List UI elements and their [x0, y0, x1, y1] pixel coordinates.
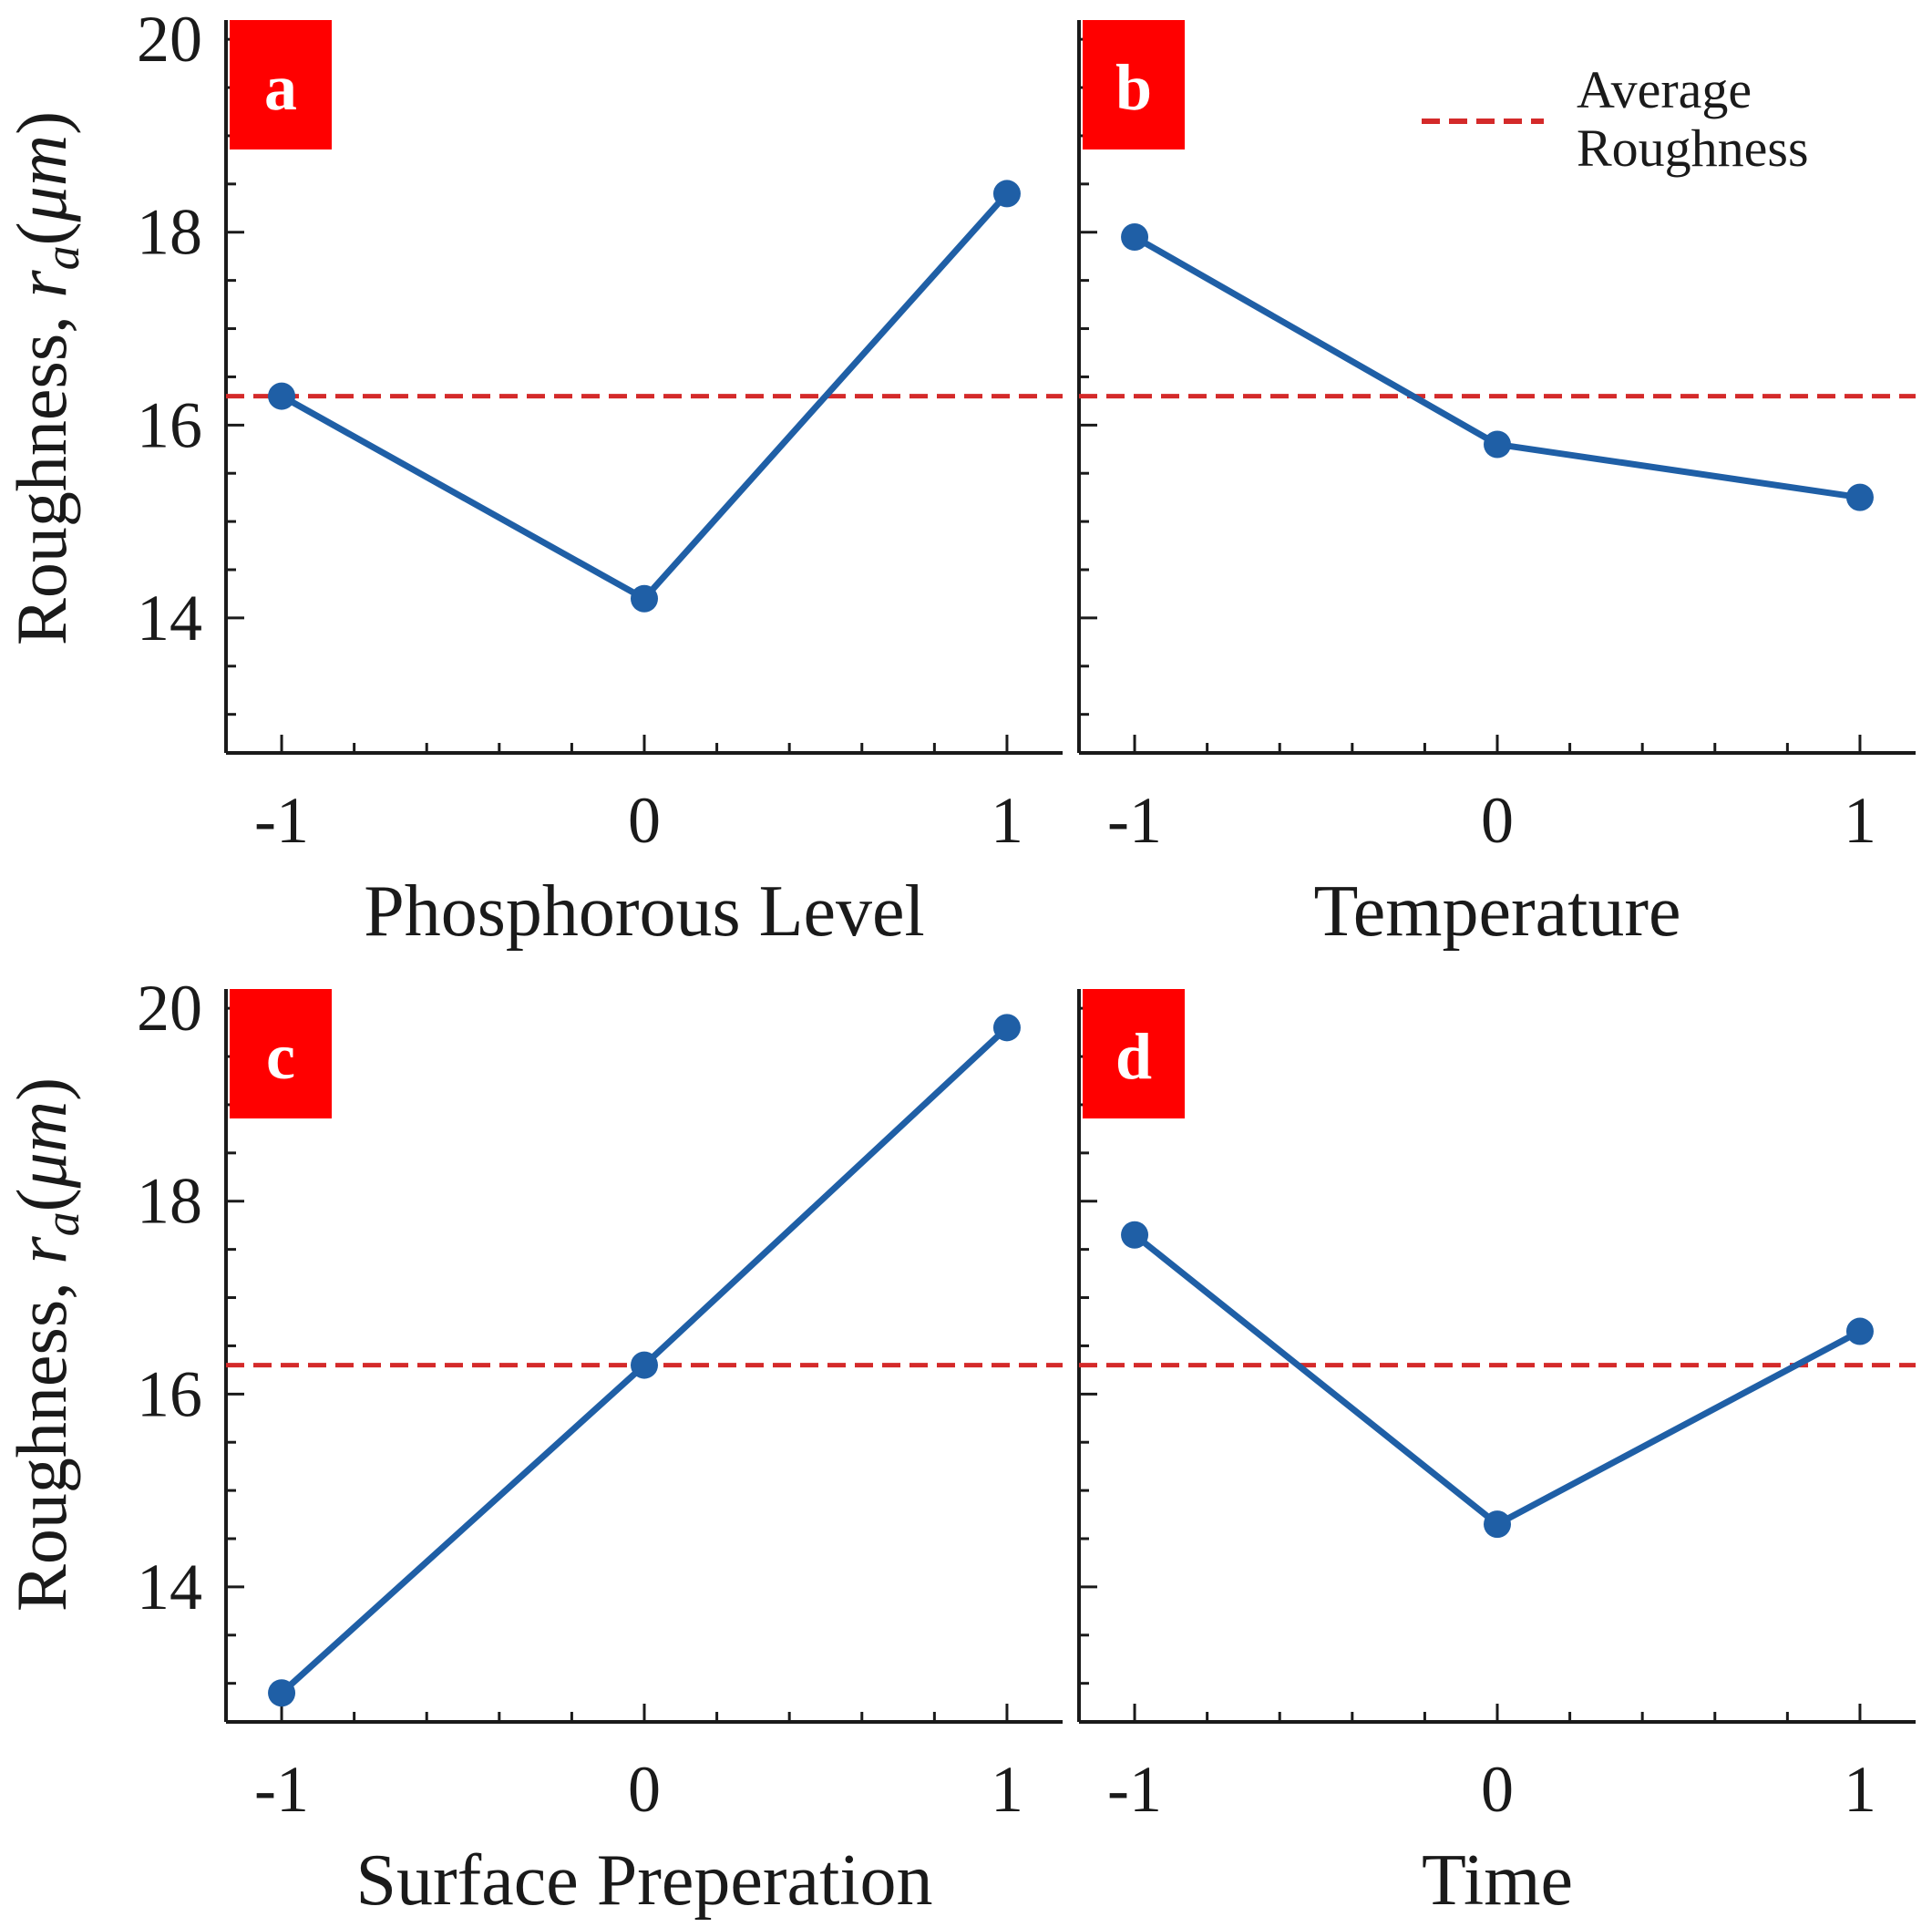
data-point	[1845, 1317, 1874, 1345]
panel-b: -1 0 1 Temperature b	[1077, 20, 1916, 952]
series-line	[1133, 233, 1861, 501]
y-tick-label: 16	[137, 1357, 202, 1430]
panel-d: -1 0 1 Time d	[1077, 989, 1916, 1921]
data-point	[631, 1351, 658, 1379]
y-tick-label: 18	[137, 196, 202, 269]
legend-label-line2: Roughness	[1577, 119, 1809, 178]
data-point	[1121, 223, 1149, 252]
data-point	[1484, 430, 1511, 459]
data-point	[268, 382, 296, 410]
x-tick-label: 0	[628, 1753, 661, 1826]
y-tick-label: 20	[137, 972, 202, 1045]
x-tick-label: 0	[1481, 784, 1514, 857]
y-axis-label-bottom: Roughness, ra(μm)	[2, 1077, 89, 1612]
y-tick-label: 18	[137, 1165, 202, 1238]
x-axis-title: Surface Preperation	[355, 1840, 932, 1921]
y-tick-label: 16	[137, 388, 202, 461]
x-tick-label: -1	[1107, 1753, 1162, 1826]
y-tick-label: 20	[137, 3, 202, 76]
panel-letter: a	[264, 51, 297, 124]
panel-c: 14 16 18 20 -1 0 1 Surface Preperation c	[137, 972, 1063, 1921]
data-point	[1484, 1510, 1511, 1539]
data-point	[992, 1014, 1021, 1042]
x-tick-label: 1	[991, 1753, 1023, 1826]
panel-letter: d	[1115, 1020, 1152, 1093]
x-tick-label: 1	[1844, 784, 1876, 857]
data-point	[992, 180, 1021, 208]
y-tick-label: 14	[137, 1551, 202, 1623]
legend: Average Roughness	[1422, 60, 1809, 178]
panel-badge	[1083, 20, 1185, 149]
data-point	[1121, 1221, 1149, 1249]
panel-letter: b	[1115, 51, 1152, 124]
x-tick-label: 1	[1844, 1753, 1876, 1826]
legend-label-line1: Average	[1577, 60, 1752, 119]
y-tick-label: 14	[137, 582, 202, 654]
x-axis-title: Time	[1422, 1840, 1573, 1921]
panel-a: 14 16 18 20 -1 0 1 Phosphorous Level a	[137, 3, 1063, 952]
panel-badge	[230, 20, 332, 149]
x-tick-label: -1	[254, 1753, 309, 1826]
x-axis-title: Phosphorous Level	[364, 871, 925, 952]
panel-badge	[230, 989, 332, 1118]
y-axis-label-top: Roughness, ra(μm)	[2, 111, 89, 645]
series-line	[1132, 1232, 1862, 1528]
data-point	[631, 584, 658, 613]
x-tick-label: 0	[628, 784, 661, 857]
x-tick-label: 1	[991, 784, 1023, 857]
x-tick-label: -1	[1107, 784, 1162, 857]
x-tick-label: 0	[1481, 1753, 1514, 1826]
data-point	[268, 1679, 296, 1707]
data-point	[1845, 483, 1874, 511]
panel-badge	[1083, 989, 1185, 1118]
x-tick-label: -1	[254, 784, 309, 857]
x-axis-title: Temperature	[1313, 871, 1680, 952]
panel-letter: c	[266, 1020, 295, 1093]
